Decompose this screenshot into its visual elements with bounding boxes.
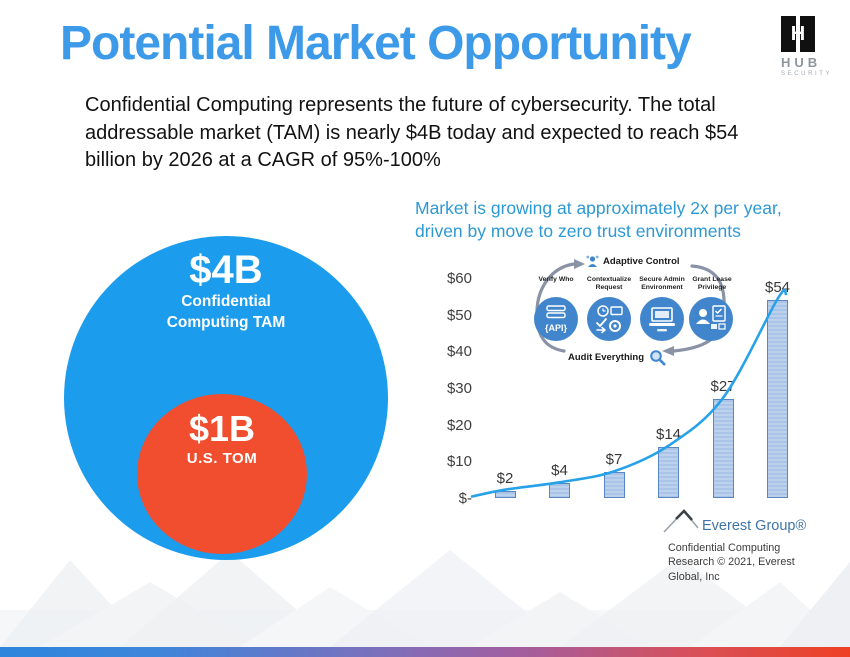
y-axis-tick: $20 [446,416,472,434]
bar-value-label: $2 [496,469,514,487]
y-axis-tick: $30 [446,380,472,397]
audit-everything: Audit Everything [568,349,666,366]
y-axis-tick: $50 [446,306,472,324]
chart-bar [712,399,734,498]
api-server-icon: {API} [545,305,568,333]
hub-logo-tagline: SECURITY [781,71,833,77]
audit-everything-label: Audit Everything [568,352,645,363]
footer-gradient-bar [0,647,850,657]
chart-bar [603,472,625,498]
tom-value: $1B [188,408,256,449]
step-circle-verify-who: {API} [534,297,578,341]
intro-paragraph: Confidential Computing represents the fu… [85,94,739,172]
step-label: Contextualize Request [586,276,632,292]
zero-trust-diagram: Adaptive Control Verify Who Contextualiz… [524,255,733,375]
y-axis-tick: $40 [446,343,472,361]
step-circle-contextualize [587,297,631,341]
step-label: Verify Who [538,276,574,283]
tom-label: U.S. TOM [186,450,258,467]
tam-circle: $4B Confidential Computing TAM $1B U.S. … [64,236,388,560]
everest-brand: Everest Group® [702,518,807,534]
magnifier-icon [650,350,666,366]
chart-bar [494,490,516,498]
hub-logo-icon: H [781,16,817,52]
tam-value: $4B [189,248,263,292]
adaptive-control-icon [586,255,599,267]
step-circle-grant-lease [689,297,733,341]
tom-circle: $1B U.S. TOM [137,394,307,554]
bar-value-label: $27 [710,378,736,395]
everest-logo: Everest Group® [662,506,806,534]
adaptive-control: Adaptive Control [586,255,680,268]
market-note: Market is growing at approximately 2x pe… [415,198,782,242]
y-axis-tick: $60 [446,270,472,287]
bar-value-label: $7 [605,451,623,469]
bar-value-label: $4 [551,462,568,480]
tam-label: Confidential Computing TAM [166,293,286,331]
laptop-icon [649,307,675,332]
tam-venn-diagram: $4B Confidential Computing TAM $1B U.S. … [64,236,388,560]
polygon-background [0,550,850,647]
chart-bar [658,446,679,498]
source-attribution: Confidential Computing Research © 2021, … [668,542,795,583]
chart-bar [767,300,788,498]
context-request-icon [596,305,623,334]
hub-logo-text: HUB [781,55,822,70]
privilege-checklist-icon [696,305,726,330]
page-title: Potential Market Opportunity [60,17,692,70]
y-axis-tick: $10 [446,453,472,471]
svg-text:{API}: {API} [545,323,568,333]
bar-value-label: $54 [764,279,791,296]
mountain-icon [663,509,699,533]
growth-chart: $60 $50 $40 $30 $20 $10 $- $2 $4 $7 $14 $27 $54 [430,250,850,518]
bar-value-label: $14 [655,425,682,443]
y-axis-tick: $- [458,490,472,507]
chart-bar [549,483,570,498]
step-circle-secure-admin [640,297,684,341]
step-label: Grant Lease Privilege [692,276,732,292]
hub-logo: H HUB SECURITY [781,16,837,77]
step-label: Secure Admin Environment [639,276,685,292]
adaptive-control-label: Adaptive Control [603,256,680,267]
